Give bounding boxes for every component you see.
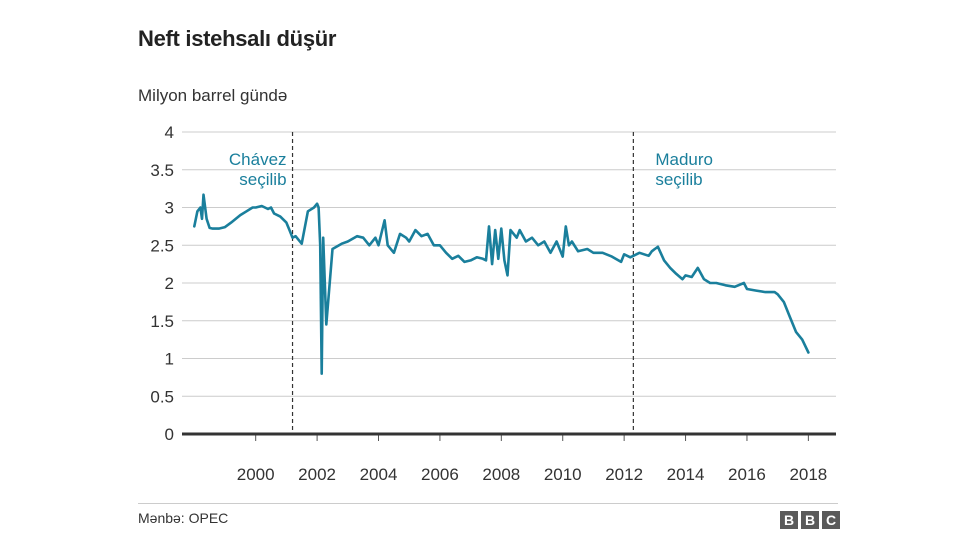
x-tick-labels: 2000 2002 2004 2006 2008 2010 2012 2014 2016 2018	[237, 434, 827, 484]
annotation-label: seçilib	[239, 170, 286, 189]
footer-divider	[138, 503, 838, 504]
y-tick-label: 2	[165, 274, 174, 293]
annotation-label: Maduro	[655, 150, 713, 169]
x-tick-label: 2006	[421, 465, 459, 484]
source-note: Mənbə: OPEC	[138, 510, 229, 526]
x-tick-label: 2016	[728, 465, 766, 484]
y-tick-label: 0	[165, 425, 174, 444]
y-tick-labels: 0 0.5 1 1.5 2 2.5 3 3.5 4	[150, 123, 174, 444]
annotation-label: Chávez	[229, 150, 287, 169]
y-tick-label: 2.5	[150, 236, 174, 255]
y-tick-label: 0.5	[150, 387, 174, 406]
x-tick-label: 2008	[482, 465, 520, 484]
series-line	[193, 193, 810, 375]
y-axis-label: Milyon barrel gündə	[138, 86, 288, 105]
x-tick-label: 2010	[544, 465, 582, 484]
logo-letter-c: C	[822, 511, 840, 529]
x-tick-label: 2000	[237, 465, 275, 484]
grid-lines	[182, 131, 836, 397]
bbc-logo: B B C	[780, 511, 840, 529]
logo-letter-b2: B	[801, 511, 819, 529]
x-tick-label: 2004	[360, 465, 398, 484]
y-tick-label: 4	[165, 123, 174, 142]
x-tick-label: 2018	[789, 465, 827, 484]
y-tick-label: 3	[165, 199, 174, 218]
y-tick-label: 1	[165, 350, 174, 369]
y-tick-label: 3.5	[150, 161, 174, 180]
chart-title: Neft istehsalı düşür	[138, 26, 337, 51]
x-tick-label: 2002	[298, 465, 336, 484]
line-chart: 00.511.522.533.54 2000 2002 2004 2006 2008 20…	[150, 123, 836, 484]
x-tick-label: 2012	[605, 465, 643, 484]
annotation-label: seçilib	[655, 170, 702, 189]
logo-letter-b1: B	[780, 511, 798, 529]
y-tick-label: 1.5	[150, 312, 174, 331]
x-tick-label: 2014	[667, 465, 705, 484]
series-lines	[193, 193, 810, 375]
